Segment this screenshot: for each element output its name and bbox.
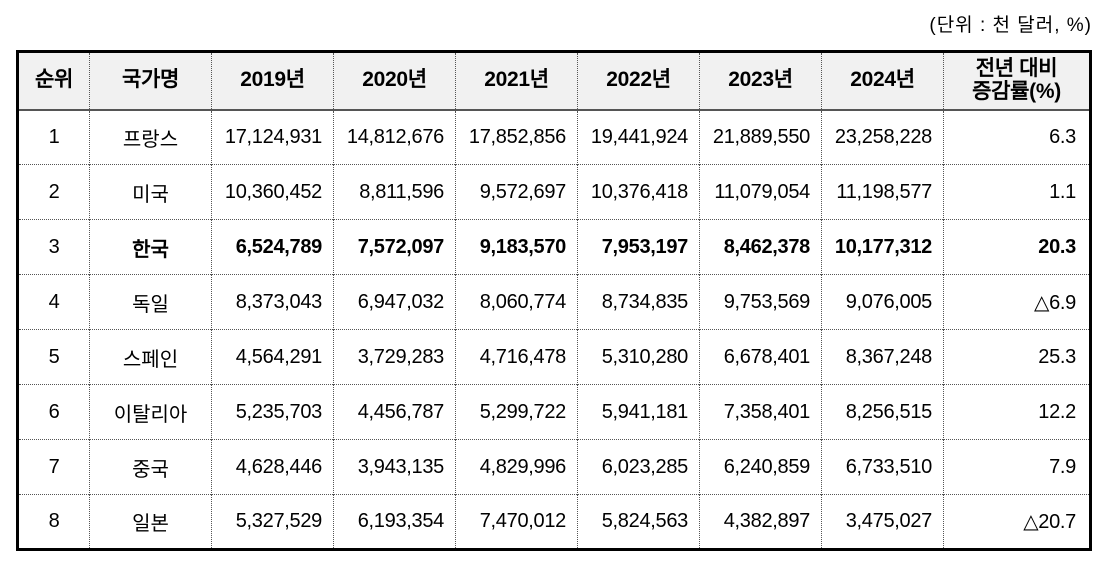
table-row-japan: 8 일본 5,327,529 6,193,354 7,470,012 5,824…: [17, 494, 1091, 550]
col-header-change-line1: 전년 대비: [975, 57, 1058, 81]
change-rate-cell: 12.2: [943, 384, 1091, 440]
table-header: 순위 국가명 2019년 2020년 2021년 2022년 2023년 202…: [17, 51, 1091, 111]
value-cell-2019: 4,564,291: [211, 329, 334, 385]
country-cell: 프랑스: [89, 109, 212, 165]
col-header-2022: 2022년: [577, 51, 700, 111]
value-cell-2020: 4,456,787: [333, 384, 456, 440]
change-rate-cell: 25.3: [943, 329, 1091, 385]
rank-cell: 2: [17, 164, 90, 220]
value-cell-2022: 5,941,181: [577, 384, 700, 440]
value-cell-2020: 6,193,354: [333, 494, 456, 550]
col-header-2020: 2020년: [333, 51, 456, 111]
value-cell-2023: 9,753,569: [699, 274, 822, 330]
value-cell-2024: 3,475,027: [821, 494, 944, 550]
table-row-spain: 5 스페인 4,564,291 3,729,283 4,716,478 5,31…: [17, 329, 1091, 385]
value-cell-2020: 14,812,676: [333, 109, 456, 165]
value-cell-2024: 8,256,515: [821, 384, 944, 440]
value-cell-2021: 8,060,774: [455, 274, 578, 330]
col-header-2021: 2021년: [455, 51, 578, 111]
value-cell-2022: 6,023,285: [577, 439, 700, 495]
rank-cell: 1: [17, 109, 90, 165]
value-cell-2019: 6,524,789: [211, 219, 334, 275]
value-cell-2019: 5,327,529: [211, 494, 334, 550]
country-cell: 이탈리아: [89, 384, 212, 440]
value-cell-2024: 6,733,510: [821, 439, 944, 495]
value-cell-2022: 10,376,418: [577, 164, 700, 220]
rank-cell: 6: [17, 384, 90, 440]
country-cell: 독일: [89, 274, 212, 330]
col-header-change-line2: 증감률(%): [972, 79, 1061, 103]
value-cell-2019: 8,373,043: [211, 274, 334, 330]
country-cell: 스페인: [89, 329, 212, 385]
table-row-usa: 2 미국 10,360,452 8,811,596 9,572,697 10,3…: [17, 164, 1091, 220]
rank-cell: 4: [17, 274, 90, 330]
value-cell-2019: 5,235,703: [211, 384, 334, 440]
value-cell-2022: 19,441,924: [577, 109, 700, 165]
value-cell-2020: 3,729,283: [333, 329, 456, 385]
change-rate-cell: △20.7: [943, 494, 1091, 550]
change-rate-cell: △6.9: [943, 274, 1091, 330]
country-cell: 한국: [89, 219, 212, 275]
table-row-korea-highlighted: 3 한국 6,524,789 7,572,097 9,183,570 7,953…: [17, 219, 1091, 275]
country-ranking-table: 순위 국가명 2019년 2020년 2021년 2022년 2023년 202…: [16, 50, 1092, 551]
value-cell-2024: 11,198,577: [821, 164, 944, 220]
value-cell-2022: 8,734,835: [577, 274, 700, 330]
change-rate-cell: 1.1: [943, 164, 1091, 220]
table-row-china: 7 중국 4,628,446 3,943,135 4,829,996 6,023…: [17, 439, 1091, 495]
value-cell-2023: 8,462,378: [699, 219, 822, 275]
value-cell-2024: 9,076,005: [821, 274, 944, 330]
unit-label: (단위 : 천 달러, %): [929, 15, 1092, 36]
country-cell: 일본: [89, 494, 212, 550]
col-header-change: 전년 대비 증감률(%): [943, 51, 1091, 111]
value-cell-2023: 4,382,897: [699, 494, 822, 550]
value-cell-2021: 4,829,996: [455, 439, 578, 495]
col-header-rank: 순위: [17, 51, 90, 111]
value-cell-2020: 6,947,032: [333, 274, 456, 330]
table-row-germany: 4 독일 8,373,043 6,947,032 8,060,774 8,734…: [17, 274, 1091, 330]
value-cell-2023: 21,889,550: [699, 109, 822, 165]
col-header-country: 국가명: [89, 51, 212, 111]
value-cell-2022: 5,824,563: [577, 494, 700, 550]
value-cell-2021: 5,299,722: [455, 384, 578, 440]
change-rate-cell: 7.9: [943, 439, 1091, 495]
value-cell-2020: 8,811,596: [333, 164, 456, 220]
table-body: 1 프랑스 17,124,931 14,812,676 17,852,856 1…: [17, 109, 1091, 550]
value-cell-2024: 8,367,248: [821, 329, 944, 385]
value-cell-2021: 9,183,570: [455, 219, 578, 275]
value-cell-2023: 6,678,401: [699, 329, 822, 385]
value-cell-2022: 7,953,197: [577, 219, 700, 275]
value-cell-2020: 3,943,135: [333, 439, 456, 495]
col-header-2019: 2019년: [211, 51, 334, 111]
col-header-2024: 2024년: [821, 51, 944, 111]
value-cell-2021: 17,852,856: [455, 109, 578, 165]
value-cell-2021: 9,572,697: [455, 164, 578, 220]
country-cell: 중국: [89, 439, 212, 495]
country-cell: 미국: [89, 164, 212, 220]
value-cell-2021: 4,716,478: [455, 329, 578, 385]
rank-cell: 8: [17, 494, 90, 550]
rank-cell: 5: [17, 329, 90, 385]
value-cell-2019: 4,628,446: [211, 439, 334, 495]
value-cell-2023: 6,240,859: [699, 439, 822, 495]
col-header-2023: 2023년: [699, 51, 822, 111]
value-cell-2023: 11,079,054: [699, 164, 822, 220]
value-cell-2020: 7,572,097: [333, 219, 456, 275]
header-row: 순위 국가명 2019년 2020년 2021년 2022년 2023년 202…: [17, 51, 1091, 111]
value-cell-2021: 7,470,012: [455, 494, 578, 550]
value-cell-2024: 10,177,312: [821, 219, 944, 275]
change-rate-cell: 20.3: [943, 219, 1091, 275]
table-row-italy: 6 이탈리아 5,235,703 4,456,787 5,299,722 5,9…: [17, 384, 1091, 440]
change-rate-cell: 6.3: [943, 109, 1091, 165]
value-cell-2019: 17,124,931: [211, 109, 334, 165]
table-row-france: 1 프랑스 17,124,931 14,812,676 17,852,856 1…: [17, 109, 1091, 165]
value-cell-2022: 5,310,280: [577, 329, 700, 385]
value-cell-2024: 23,258,228: [821, 109, 944, 165]
value-cell-2023: 7,358,401: [699, 384, 822, 440]
value-cell-2019: 10,360,452: [211, 164, 334, 220]
rank-cell: 7: [17, 439, 90, 495]
rank-cell: 3: [17, 219, 90, 275]
